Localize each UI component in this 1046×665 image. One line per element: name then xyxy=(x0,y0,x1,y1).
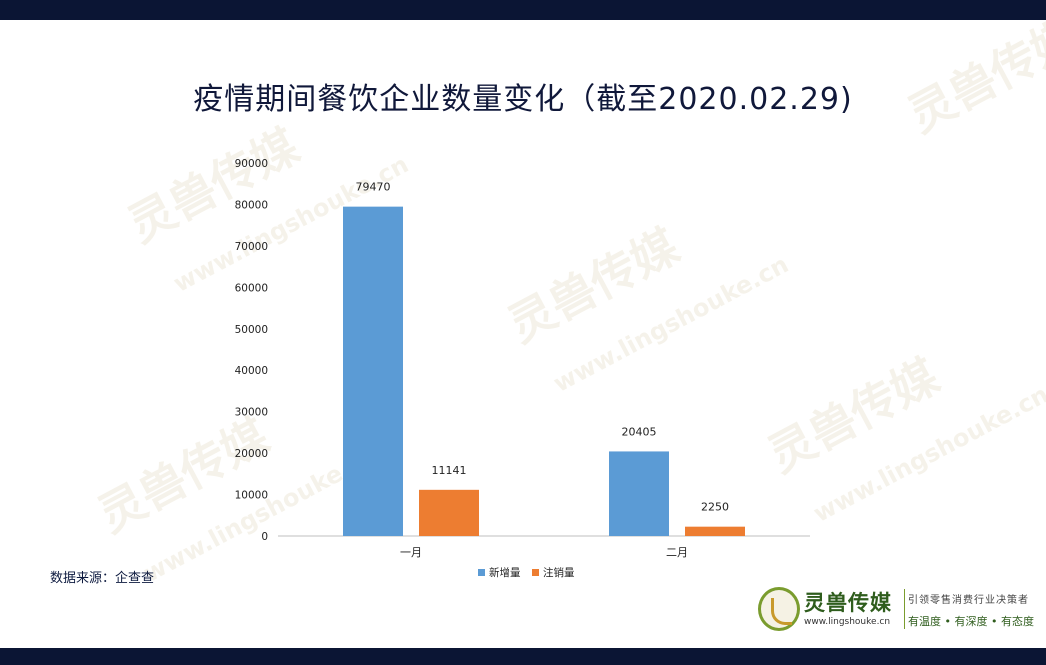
logo-tagline: 有温度 • 有深度 • 有态度 xyxy=(908,615,1034,628)
legend-label: 注销量 xyxy=(543,566,575,579)
y-tick-label: 80000 xyxy=(235,199,268,211)
y-tick-label: 0 xyxy=(261,531,268,543)
top-banner xyxy=(0,0,1046,20)
data-source-note: 数据来源：企查查 xyxy=(50,571,155,586)
legend-label: 新增量 xyxy=(489,566,521,579)
x-tick-label: 二月 xyxy=(666,546,688,559)
bar xyxy=(343,206,403,537)
y-tick-label: 90000 xyxy=(235,158,268,170)
y-tick-label: 20000 xyxy=(235,448,268,460)
y-tick-label: 10000 xyxy=(235,490,268,502)
logo-slogan: 引领零售消费行业决策者 xyxy=(908,595,1029,606)
logo-name: 灵兽传媒 xyxy=(804,591,892,615)
logo-divider xyxy=(904,589,905,629)
bar xyxy=(685,526,745,536)
legend-swatch xyxy=(478,569,485,576)
y-tick-label: 40000 xyxy=(235,365,268,377)
data-label: 79470 xyxy=(356,181,391,194)
data-label: 2250 xyxy=(701,501,729,514)
data-label: 20405 xyxy=(622,425,657,438)
bar xyxy=(609,451,669,536)
y-tick-label: 50000 xyxy=(235,324,268,336)
bar xyxy=(419,489,479,536)
bottom-banner xyxy=(0,648,1046,665)
legend-swatch xyxy=(532,569,539,576)
logo-url: www.lingshouke.cn xyxy=(804,617,891,627)
deer-logo-icon xyxy=(758,587,800,631)
y-tick-label: 60000 xyxy=(235,282,268,294)
page-title: 疫情期间餐饮企业数量变化（截至2020.02.29) xyxy=(193,82,853,117)
y-tick-label: 30000 xyxy=(235,407,268,419)
data-label: 11141 xyxy=(432,464,467,477)
x-tick-label: 一月 xyxy=(400,546,422,559)
brand-logo: 灵兽传媒 www.lingshouke.cn 引领零售消费行业决策者 有温度 •… xyxy=(758,585,1043,635)
y-tick-label: 70000 xyxy=(235,241,268,253)
